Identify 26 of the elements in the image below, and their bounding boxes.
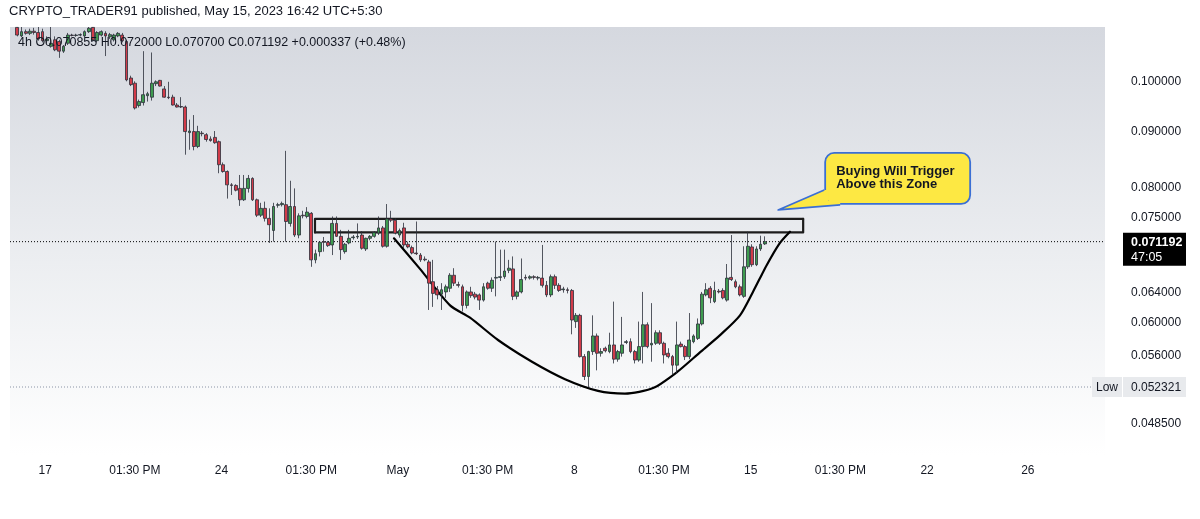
annotation: Buying Will Trigger Above this Zone — [836, 162, 956, 192]
y-tick-label: 0.090000 — [1131, 124, 1182, 139]
y-tick-label: 0.075000 — [1131, 210, 1182, 225]
ref-line-label: 0.052321 — [1131, 380, 1182, 394]
x-tick-label: 01:30 PM — [638, 463, 690, 477]
y-tick-label: 0.060000 — [1131, 315, 1182, 330]
y-tick-label: 0.064000 — [1131, 284, 1182, 299]
text: 47:05 — [1131, 249, 1163, 264]
x-tick-label: 22 — [920, 463, 935, 477]
x-tick-label: May — [386, 463, 410, 477]
x-tick-label: 01:30 PM — [814, 463, 867, 477]
x-tick-label: 26 — [1021, 463, 1035, 477]
x-tick-label: 01:30 PM — [462, 463, 514, 477]
y-tick-label: 0.056000 — [1131, 347, 1182, 362]
y-tick-label: 0.080000 — [1131, 179, 1182, 194]
y-tick-label: 0.100000 — [1131, 74, 1182, 89]
x-tick-label: 01:30 PM — [285, 463, 337, 477]
annotation: Low — [1095, 380, 1119, 394]
x-tick-label: 17 — [38, 463, 53, 477]
y-tick-label: 0.048500 — [1131, 415, 1182, 430]
ref-line-label: 0.071192 — [1131, 234, 1183, 249]
x-tick-label: 15 — [743, 463, 758, 477]
chart-title: CRYPTO_TRADER91 published, May 15, 2023 16:42 UTC+5:30 — [9, 3, 383, 18]
x-tick-label: 8 — [570, 463, 578, 477]
x-tick-label: 01:30 PM — [109, 463, 161, 477]
x-tick-label: 24 — [214, 463, 229, 477]
